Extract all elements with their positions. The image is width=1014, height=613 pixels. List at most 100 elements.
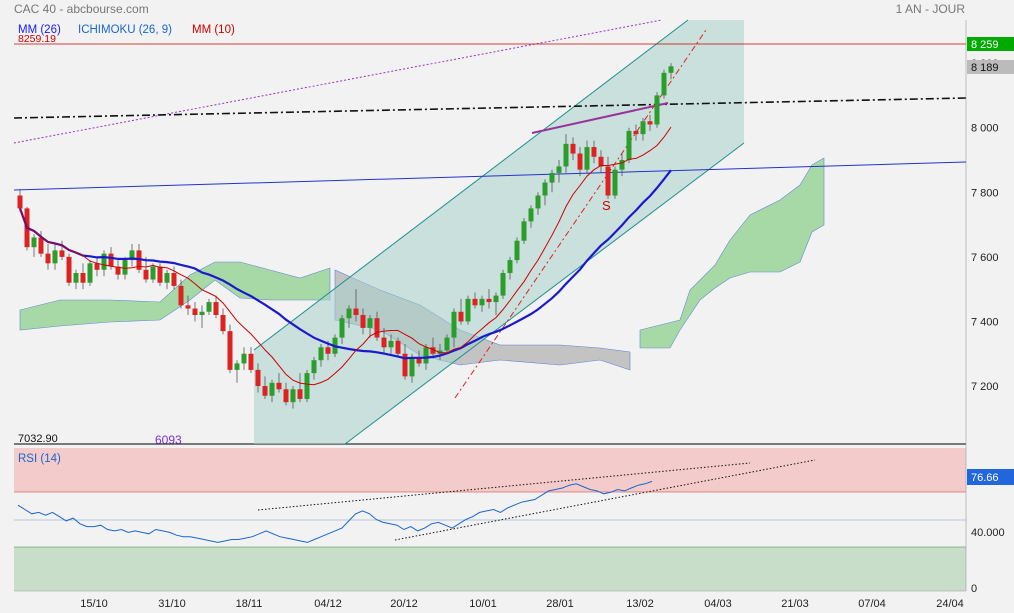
candle-bearish	[220, 314, 226, 332]
candle-bullish	[521, 221, 527, 241]
candle-bullish	[549, 172, 555, 183]
candle-bullish	[269, 382, 275, 396]
candle-bullish	[164, 273, 170, 283]
candle-bearish	[171, 273, 177, 286]
candle-bullish	[87, 263, 93, 283]
x-tick-label: 24/04	[936, 598, 964, 610]
candle-bearish	[416, 356, 422, 364]
candle-bullish	[339, 318, 345, 338]
x-tick-label: 04/12	[314, 598, 342, 610]
candle-bearish	[80, 273, 86, 283]
candle-bullish	[542, 182, 548, 196]
candle-bullish	[318, 347, 324, 361]
candle-bullish	[234, 363, 240, 370]
candle-bearish	[472, 298, 478, 306]
candle-bullish	[409, 356, 415, 377]
candle-bearish	[353, 308, 359, 315]
candle-bullish	[346, 308, 352, 319]
candle-bullish	[444, 337, 450, 351]
candle-bearish	[374, 318, 380, 338]
channel-upper-line	[253, 19, 689, 351]
legend-ichimoku: ICHIMOKU (26, 9)	[78, 24, 172, 36]
candle-bearish	[381, 337, 387, 348]
rsi-badge-text: 76.66	[971, 472, 999, 484]
x-tick-label: 20/12	[390, 598, 418, 610]
legend-mm10: MM (10)	[192, 24, 235, 36]
candle-bearish	[458, 311, 464, 322]
x-tick-label: 13/02	[626, 598, 654, 610]
legend-mm26: MM (26)	[18, 24, 61, 36]
low-label: 7032.90	[18, 433, 58, 445]
candle-bearish	[591, 147, 597, 157]
mm10-line	[19, 126, 672, 386]
mm26-line	[18, 169, 672, 360]
candle-bearish	[283, 389, 289, 403]
candle-bearish	[17, 195, 23, 209]
candle-bullish	[31, 237, 37, 248]
x-tick-label: 04/03	[704, 598, 732, 610]
candle-bullish	[493, 295, 499, 303]
candle-bullish	[563, 143, 569, 167]
candle-bullish	[73, 273, 79, 283]
candle-bearish	[633, 130, 639, 135]
price-badge-last	[967, 60, 1014, 74]
candle-bearish	[38, 237, 44, 254]
candle-bullish	[535, 195, 541, 209]
candle-bearish	[45, 253, 51, 264]
purple-dotted-trendline	[13, 19, 663, 144]
rsi-tick-40: 40.000	[971, 527, 1005, 539]
x-tick-label: 28/01	[546, 598, 574, 610]
candle-bullish	[661, 72, 667, 96]
candle-bullish	[612, 169, 618, 196]
candle-bearish	[108, 253, 114, 267]
candle-bullish	[640, 121, 646, 135]
candle-bullish	[514, 240, 520, 261]
candle-bearish	[94, 263, 100, 270]
candle-bearish	[157, 266, 163, 283]
x-tick-label: 07/04	[858, 598, 886, 610]
candle-bearish	[402, 353, 408, 377]
candle-bearish	[143, 269, 149, 280]
black-dashdot-trendline	[13, 97, 967, 119]
candle-bullish	[122, 260, 128, 275]
y-tick-label: 7 200	[971, 381, 999, 393]
candle-bullish	[199, 311, 205, 315]
rsi-oversold-zone	[14, 547, 966, 591]
candle-bearish	[248, 353, 254, 370]
candle-bullish	[556, 166, 562, 173]
candle-bearish	[185, 305, 191, 309]
candle-bearish	[59, 250, 65, 257]
pattern-marker: S	[602, 198, 611, 213]
candle-bullish	[388, 340, 394, 348]
candle-bullish	[241, 353, 247, 364]
red-dashdot-trendline	[454, 29, 707, 399]
ichimoku-cloud-projection	[639, 157, 825, 349]
candle-bullish	[479, 298, 485, 306]
price-badge-last-text: 8 189	[971, 62, 999, 74]
candle-bearish	[178, 285, 184, 306]
rsi-neutral-zone	[14, 492, 966, 547]
x-tick-label: 21/03	[781, 598, 809, 610]
purple-neckline	[531, 102, 669, 134]
rsi-overbought-zone	[14, 448, 966, 492]
trend-channel	[254, 20, 744, 444]
candle-bullish	[668, 66, 674, 73]
price-badge-high	[967, 37, 1014, 51]
x-tick-label: 18/11	[236, 598, 263, 610]
blue-support-trendline	[13, 161, 967, 191]
candle-bearish	[486, 298, 492, 303]
candle-bearish	[647, 121, 653, 125]
candle-bullish	[52, 250, 58, 264]
candle-bullish	[584, 147, 590, 170]
y-tick-label: 7 800	[971, 187, 999, 199]
rsi-line	[17, 480, 653, 543]
candle-bearish	[192, 308, 198, 315]
high-label: 8259.19	[18, 33, 56, 45]
x-tick-label: 15/10	[80, 598, 108, 610]
x-tick-label: 10/01	[469, 598, 497, 610]
candle-bullish	[367, 318, 373, 328]
candle-bullish	[290, 389, 296, 403]
candle-bearish	[227, 331, 233, 370]
candle-bullish	[654, 95, 660, 125]
